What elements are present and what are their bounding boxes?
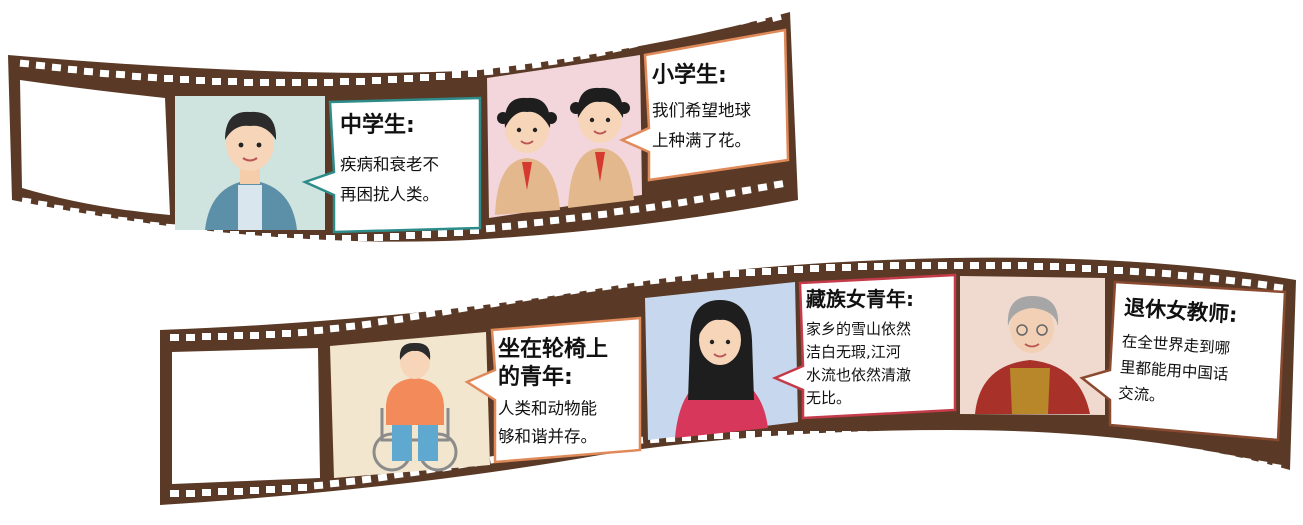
bubble-outline xyxy=(301,96,482,234)
bubble-line: 交流。 xyxy=(1118,384,1166,405)
bubble-outline xyxy=(618,28,790,182)
film-strip-2: 坐在轮椅上 的青年: 人类和动物能 够和谐并存。 藏族女青年: 家乡的雪山依 xyxy=(160,257,1296,505)
speech-bubble-primary-school: 小学生: 我们希望地球 上种满了花。 xyxy=(618,28,790,182)
two-girl-students-icon xyxy=(495,87,634,215)
bubble-title-line: 的青年: xyxy=(498,364,573,390)
bubble-line: 无比。 xyxy=(806,389,851,407)
film-frame-wheelchair xyxy=(330,332,490,478)
bubble-line: 人类和动物能 xyxy=(498,399,597,418)
speech-bubble-middle-school: 中学生: 疾病和衰老不 再困扰人类。 xyxy=(301,96,482,234)
bubble-line: 我们希望地球 xyxy=(652,101,752,120)
film-frame-blank-2 xyxy=(172,348,320,484)
wheelchair-youth-icon xyxy=(372,342,458,472)
bubble-title: 藏族女青年: xyxy=(806,287,914,311)
bubble-title-line: 坐在轮椅上 xyxy=(498,336,608,362)
boy-student-icon xyxy=(205,111,297,230)
sprocket-holes-top xyxy=(170,262,1284,341)
speech-bubble-tibetan-woman: 藏族女青年: 家乡的雪山依然 洁白无瑕,江河 水流也依然清澈 无比。 xyxy=(771,273,957,420)
bubble-line: 再困扰人类。 xyxy=(340,185,439,204)
film-frame-girls xyxy=(487,55,642,218)
sprocket-holes-top xyxy=(19,12,782,86)
bubble-line: 够和谐并存。 xyxy=(498,427,597,446)
film-strip-1: 中学生: 疾病和衰老不 再困扰人类。 xyxy=(8,12,798,242)
bubble-line: 洁白无瑕,江河 xyxy=(806,343,901,361)
speech-bubble-wheelchair-youth: 坐在轮椅上 的青年: 人类和动物能 够和谐并存。 xyxy=(464,316,642,464)
film-frame-boy xyxy=(175,96,325,230)
bubble-outline xyxy=(1079,280,1287,442)
bubble-line: 水流也依然清澈 xyxy=(806,366,911,384)
film-frame-grandmother xyxy=(960,276,1105,415)
bubble-line: 家乡的雪山依然 xyxy=(806,320,911,338)
speech-bubble-retired-teacher: 退休女教师: 在全世界走到哪 里都能用中国话 交流。 xyxy=(1079,280,1287,442)
bubble-line: 上种满了花。 xyxy=(652,131,751,150)
film-frame-tibetan-woman xyxy=(645,282,798,440)
bubble-outline xyxy=(464,316,642,464)
film-frame-blank-1 xyxy=(20,80,170,215)
grandmother-teacher-icon xyxy=(975,296,1090,414)
bubble-line: 疾病和衰老不 xyxy=(340,155,439,174)
bubble-title: 小学生: xyxy=(652,62,727,88)
tibetan-woman-icon xyxy=(675,300,768,438)
bubble-title: 中学生: xyxy=(340,112,415,138)
bubble-outline xyxy=(771,273,957,420)
